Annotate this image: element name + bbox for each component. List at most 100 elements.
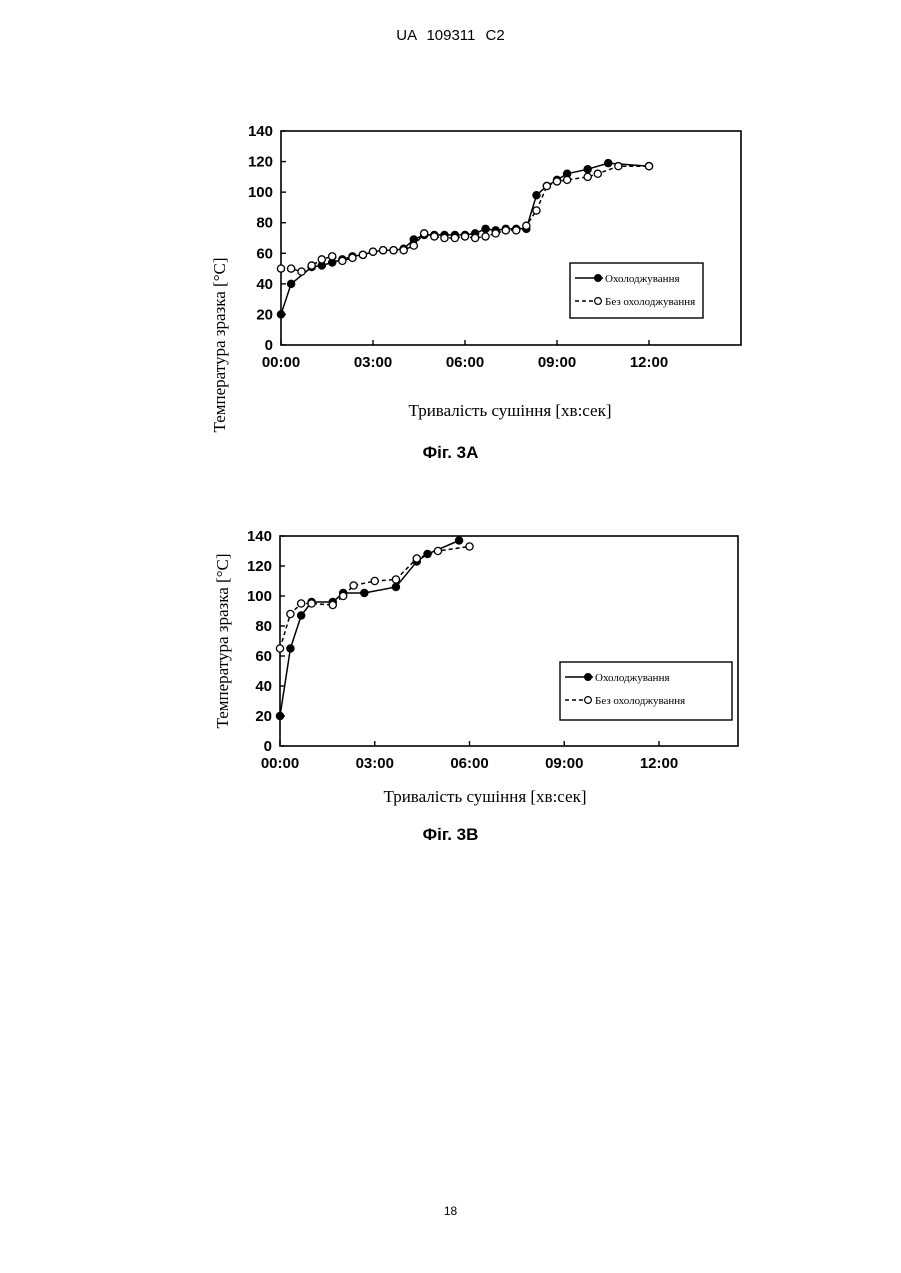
data-point-series-2 [329,601,336,608]
legend-label-2: Без охолоджування [605,296,695,308]
legend-marker-2 [585,697,592,704]
legend-label-1: Охолоджування [605,273,680,285]
y-axis-title: Температура зразка [°C] [213,553,232,728]
data-point-series-2 [329,253,336,260]
data-point-series-1 [605,160,612,167]
x-tick-label: 03:00 [356,755,394,772]
data-point-series-2 [431,233,438,240]
data-point-series-2 [421,230,428,237]
data-point-series-2 [318,256,325,263]
data-point-series-2 [288,265,295,272]
data-point-series-2 [308,600,315,607]
data-point-series-1 [584,166,591,173]
data-point-series-2 [584,173,591,180]
legend-label-2: Без охолоджування [595,695,685,707]
y-axis-title: Температура зразка [°C] [210,257,229,432]
data-point-series-2 [553,178,560,185]
data-point-series-2 [492,230,499,237]
data-point-series-2 [277,265,284,272]
y-tick-label: 140 [247,528,272,545]
data-point-series-2 [594,170,601,177]
data-point-series-2 [400,247,407,254]
data-point-series-2 [308,262,315,269]
y-tick-label: 140 [248,123,273,140]
data-point-series-2 [349,254,356,261]
y-tick-label: 60 [256,245,273,262]
y-tick-label: 0 [265,337,273,354]
y-tick-label: 40 [255,678,272,695]
chart-fig-3a: Температура зразка [°C] Тривалість сушін… [0,100,901,440]
x-tick-label: 00:00 [261,755,299,772]
data-point-series-2 [564,176,571,183]
data-point-series-1 [277,311,284,318]
legend-label-1: Охолоджування [595,672,670,684]
document-header: UA 109311 C2 [0,27,901,44]
y-tick-label: 80 [255,618,272,635]
data-point-series-2 [350,582,357,589]
data-point-series-2 [434,547,441,554]
y-tick-label: 60 [255,648,272,665]
x-axis-title: Тривалість сушіння [хв:сек] [408,401,611,420]
data-point-series-1 [455,537,462,544]
data-point-series-1 [288,280,295,287]
legend-box [570,263,703,318]
data-point-series-1 [361,589,368,596]
figure-caption-3a: Фіг. 3А [0,443,901,463]
data-point-series-2 [298,268,305,275]
series-line-2 [280,547,470,649]
y-tick-label: 120 [248,154,273,171]
data-point-series-1 [298,612,305,619]
x-tick-label: 09:00 [545,755,583,772]
data-point-series-2 [340,592,347,599]
data-point-series-1 [287,645,294,652]
data-point-series-2 [615,163,622,170]
y-tick-label: 20 [255,708,272,725]
figure-caption-3b: Фіг. 3В [0,825,901,845]
data-point-series-2 [482,233,489,240]
data-point-series-2 [287,610,294,617]
data-point-series-2 [276,645,283,652]
data-point-series-2 [645,163,652,170]
chart-fig-3b: Температура зразка [°C] Тривалість сушін… [0,510,901,820]
x-tick-label: 06:00 [446,354,484,371]
data-point-series-2 [441,234,448,241]
series-line-1 [280,541,459,717]
data-point-series-1 [482,225,489,232]
x-tick-label: 06:00 [450,755,488,772]
y-tick-label: 100 [247,588,272,605]
data-point-series-2 [413,555,420,562]
data-point-series-1 [392,583,399,590]
x-tick-label: 09:00 [538,354,576,371]
data-point-series-2 [410,242,417,249]
x-tick-label: 12:00 [630,354,668,371]
legend-marker-1 [595,275,602,282]
data-point-series-2 [466,543,473,550]
data-point-series-2 [451,234,458,241]
data-point-series-2 [392,576,399,583]
x-axis-title: Тривалість сушіння [хв:сек] [383,787,586,806]
data-point-series-2 [371,577,378,584]
data-point-series-2 [513,227,520,234]
y-tick-label: 20 [256,306,273,323]
data-point-series-2 [461,233,468,240]
legend-marker-2 [595,298,602,305]
data-point-series-2 [369,248,376,255]
legend-marker-1 [585,674,592,681]
data-point-series-2 [533,207,540,214]
x-tick-label: 03:00 [354,354,392,371]
y-tick-label: 120 [247,558,272,575]
data-point-series-2 [543,182,550,189]
data-point-series-2 [359,251,366,258]
x-tick-label: 00:00 [262,354,300,371]
page-number: 18 [0,1204,901,1218]
data-point-series-2 [390,247,397,254]
data-point-series-2 [523,222,530,229]
y-tick-label: 80 [256,215,273,232]
y-tick-label: 100 [248,184,273,201]
legend-box [560,662,732,720]
data-point-series-2 [502,227,509,234]
x-tick-label: 12:00 [640,755,678,772]
data-point-series-2 [380,247,387,254]
data-point-series-1 [276,712,283,719]
y-tick-label: 40 [256,276,273,293]
